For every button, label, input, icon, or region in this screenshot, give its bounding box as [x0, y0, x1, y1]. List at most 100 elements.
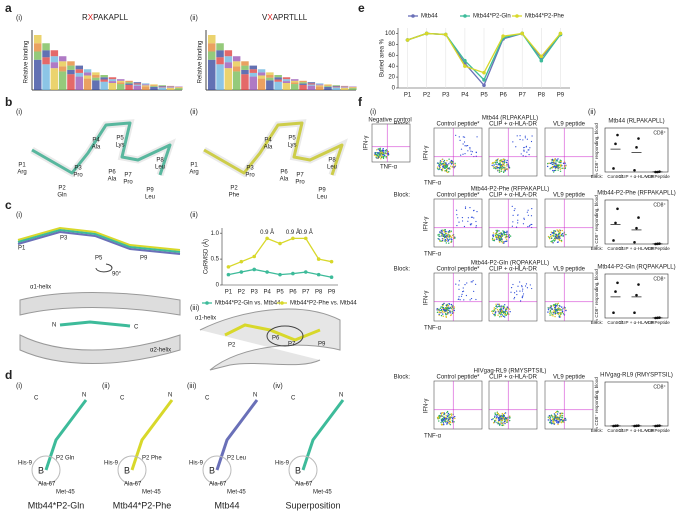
event [441, 308, 443, 311]
event [504, 165, 506, 167]
chart-title: Mtb44 (RLPAKAPLL) [608, 119, 664, 125]
event [548, 162, 550, 164]
event [498, 305, 501, 308]
seq-part: R [82, 13, 88, 22]
seq-part: V [262, 13, 268, 22]
event [446, 159, 448, 162]
event [374, 152, 377, 154]
event [522, 288, 524, 290]
event [448, 158, 450, 160]
dot [616, 133, 619, 137]
event [440, 235, 443, 237]
event [553, 416, 555, 419]
logo-block [282, 79, 291, 82]
event [448, 422, 451, 425]
event [442, 166, 444, 168]
event [377, 154, 379, 157]
point [558, 31, 563, 36]
event [557, 234, 559, 237]
event [559, 305, 561, 307]
x-tick-label: P4 [461, 93, 469, 99]
panel-label: f [358, 95, 363, 109]
event [495, 159, 497, 162]
event [440, 423, 443, 425]
point [329, 275, 334, 280]
event [552, 312, 555, 314]
logo-block [34, 35, 42, 44]
event [451, 234, 454, 237]
event [467, 217, 469, 219]
event [495, 305, 497, 308]
logo-block [307, 84, 316, 86]
y-axis-label: % CD8⁺ responding, blood [594, 123, 599, 177]
x-tick-label: P2 [238, 290, 246, 296]
logo-block [50, 62, 59, 69]
event [509, 416, 511, 419]
y-tick-label: 0 [216, 283, 220, 289]
event [385, 155, 387, 158]
event [463, 141, 466, 143]
event [445, 414, 447, 417]
event [504, 170, 507, 172]
label: TNF-α [380, 165, 398, 171]
dot [614, 142, 617, 146]
label: C [34, 396, 39, 402]
event [554, 311, 557, 313]
legend-label: Mtb44*P2-Gln vs. Mtb44 [215, 301, 281, 307]
label: Mtb44-P2-Phe (RFPAKAPLL) [471, 187, 550, 193]
event [448, 416, 450, 419]
event [556, 229, 558, 231]
event [444, 307, 446, 310]
peptide-trace [301, 399, 345, 471]
event [501, 423, 503, 425]
event [522, 155, 524, 157]
event [449, 310, 451, 312]
event [447, 239, 450, 241]
event [558, 417, 561, 419]
peptide-trace [130, 399, 174, 471]
event [443, 416, 445, 419]
label: IFN-γ [424, 146, 430, 161]
event [454, 164, 457, 166]
event [447, 236, 450, 238]
event [551, 314, 553, 316]
event [499, 415, 501, 417]
event [444, 235, 447, 238]
event [552, 304, 555, 306]
flow-plot [544, 198, 594, 248]
event [551, 418, 554, 421]
logo-block [166, 87, 175, 90]
event [498, 236, 500, 238]
event [471, 281, 473, 283]
point [316, 257, 321, 261]
event [451, 419, 454, 422]
event [463, 136, 466, 138]
logo-block [340, 85, 349, 87]
logo-block [208, 51, 216, 60]
point [291, 271, 295, 276]
logo-block [315, 84, 324, 86]
event [552, 233, 555, 235]
event [464, 284, 466, 286]
event [547, 311, 549, 313]
event [462, 287, 464, 289]
annotation: 0.9 Å [299, 229, 313, 236]
event [501, 159, 503, 162]
event [493, 416, 496, 419]
label: IFN-γ [424, 217, 430, 232]
event [461, 220, 464, 222]
event [380, 153, 383, 155]
event [550, 419, 553, 422]
panel-label: a [5, 1, 12, 15]
event [495, 168, 497, 170]
event [551, 158, 554, 161]
event [555, 420, 558, 422]
event [385, 157, 388, 159]
event [444, 229, 446, 231]
event [496, 308, 499, 311]
event [515, 226, 518, 228]
event [549, 311, 551, 313]
event [500, 314, 502, 316]
event [383, 154, 386, 157]
event [475, 220, 477, 223]
